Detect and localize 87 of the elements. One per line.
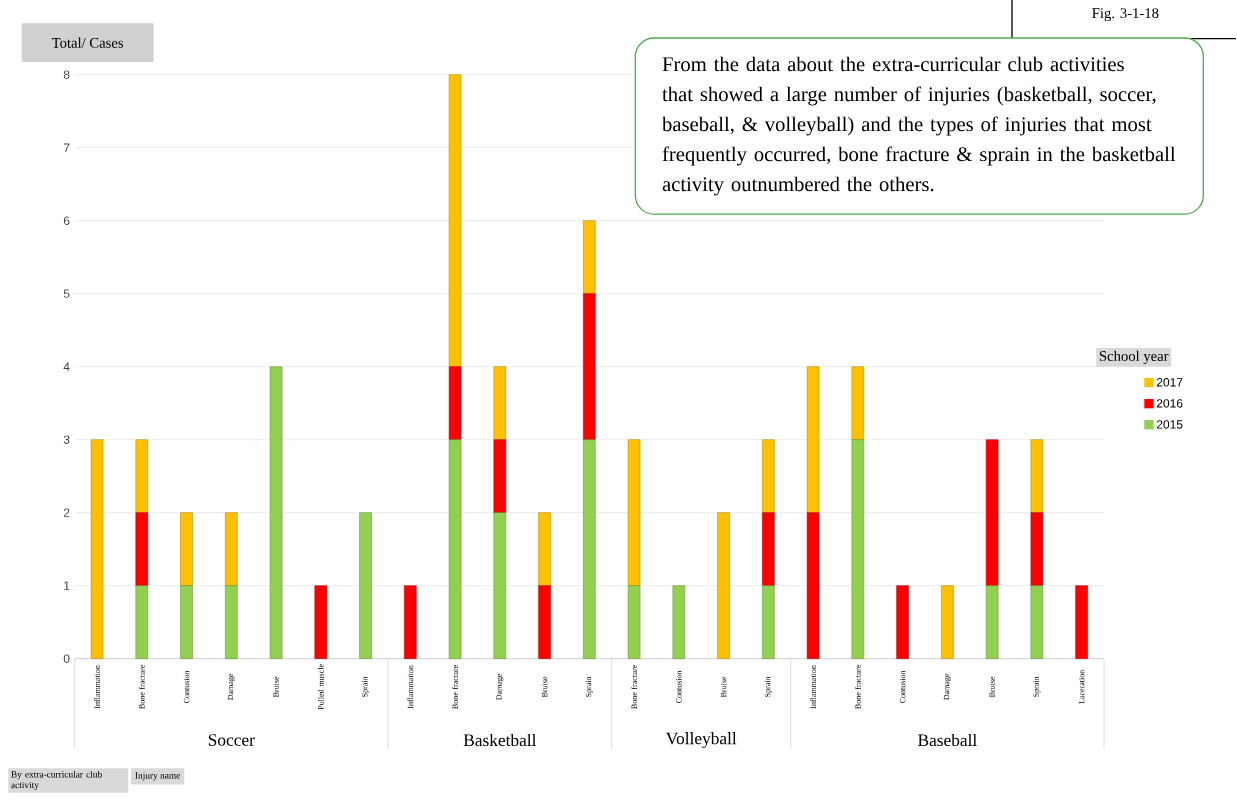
bar	[135, 512, 149, 586]
bar	[269, 366, 283, 659]
bar	[941, 585, 954, 659]
x-tick-label: Sprain	[764, 676, 772, 697]
bar	[1030, 439, 1044, 513]
y-tick-label: 3	[63, 435, 70, 444]
text: Basketball	[463, 733, 537, 747]
bar	[627, 585, 641, 659]
x-tick-label: Pulled muscle	[318, 664, 324, 710]
bar	[225, 512, 238, 586]
y-tick-label: 2	[63, 508, 70, 517]
bar	[583, 439, 596, 659]
bar	[762, 439, 775, 513]
x-tick-label: Contusion	[899, 670, 906, 704]
bar	[404, 585, 417, 659]
bar	[985, 439, 999, 586]
y-tick-label: 6	[63, 216, 70, 225]
bar	[672, 585, 686, 659]
x-tick-label: Bone fracture	[452, 664, 458, 709]
bar	[225, 585, 238, 659]
x-tick-label: Damage	[227, 673, 235, 701]
y-tick-label: 1	[64, 581, 70, 590]
bar	[359, 512, 372, 659]
bar	[896, 585, 909, 659]
x-tick-label: Bone fracture	[855, 664, 861, 709]
bar	[448, 366, 462, 440]
bar	[851, 439, 865, 659]
x-tick-label: Bruise	[541, 676, 548, 698]
bar	[538, 512, 551, 586]
bar	[762, 585, 775, 659]
bar	[1030, 585, 1044, 659]
bar	[448, 439, 462, 659]
bar	[1030, 512, 1044, 586]
bar	[135, 585, 149, 659]
x-tick-label: Inflammation	[407, 665, 414, 709]
x-tick-label: Sprain	[585, 676, 593, 697]
bar	[538, 585, 551, 659]
x-tick-label: Damage	[943, 673, 951, 701]
bar	[717, 512, 730, 659]
legend-title: School year	[1099, 350, 1169, 364]
bar	[448, 74, 462, 367]
legend-label: 2016	[1156, 399, 1183, 408]
text: Baseball	[918, 733, 977, 747]
x-tick-label: Bruise	[720, 676, 727, 698]
x-tick-label: Damage	[496, 673, 504, 701]
text: Volleyball	[665, 732, 737, 748]
text: By extra-curricular club activity	[11, 770, 102, 791]
y-axis-title: Total/ Cases	[51, 37, 124, 48]
annotation: From the data about the extra-curricular club activities that showed a large number of injuries (basketball, soccer, baseball, & volleyball) and the types of injuries that most frequently occurred, bone fracture & sprain in the basketball activity outnumbered the others.	[662, 56, 1176, 196]
legend-label: 2015	[1156, 420, 1183, 429]
x-tick-label: Sprain	[1033, 676, 1041, 697]
x-tick-label: Contusion	[676, 670, 682, 704]
x-tick-label: Contusion	[183, 670, 190, 704]
bar	[493, 439, 507, 513]
bar	[135, 439, 149, 513]
bar	[493, 366, 507, 440]
x-tick-label: Bone fracture	[631, 664, 637, 709]
bar	[806, 512, 820, 659]
x-tick-label: Bruise	[989, 676, 995, 698]
x-tick-label: Laceration	[1078, 669, 1085, 704]
bar	[583, 293, 596, 440]
y-tick-label: 5	[63, 289, 70, 298]
x-tick-label: Inflammation	[94, 665, 100, 709]
bar	[762, 512, 775, 586]
bar	[180, 512, 193, 586]
x-tick-label: Bruise	[273, 676, 279, 698]
bar	[180, 585, 193, 659]
bar	[583, 220, 596, 294]
bar	[314, 585, 328, 659]
caption: Fig. 3-1-18	[1092, 8, 1159, 22]
text: Soccer	[208, 734, 255, 746]
x-tick-label: Sprain	[362, 676, 370, 697]
text: Injury name	[135, 772, 180, 781]
bar	[985, 585, 999, 659]
y-tick-label: 0	[63, 654, 70, 663]
x-tick-label: Inflammation	[810, 665, 816, 709]
bar	[493, 512, 507, 659]
legend-label: 2017	[1156, 378, 1183, 387]
y-tick-label: 8	[63, 70, 70, 79]
y-tick-label: 4	[63, 362, 70, 371]
bar	[806, 366, 820, 513]
x-tick-label: Bone fracture	[138, 664, 145, 709]
y-tick-label: 7	[63, 143, 70, 152]
bar	[627, 439, 641, 586]
bar	[1075, 585, 1088, 659]
bar	[851, 366, 865, 440]
bar	[90, 439, 104, 659]
